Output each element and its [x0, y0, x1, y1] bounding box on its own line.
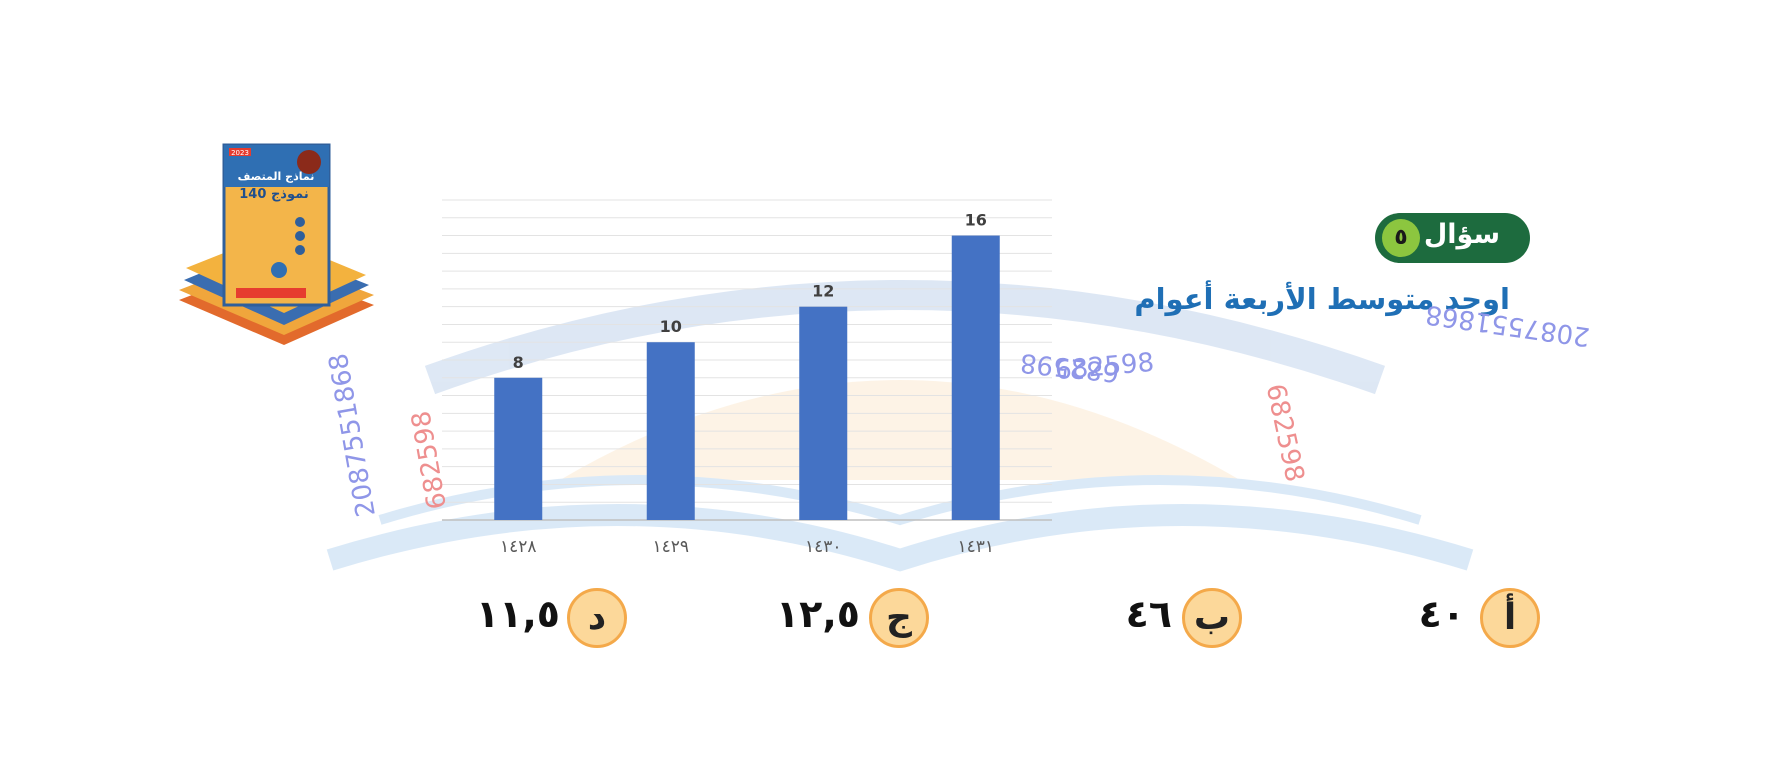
bar-1: [646, 342, 695, 520]
option-c-letter: ج: [869, 588, 929, 648]
x-tick-labels: ١٤٢٨ ١٤٢٩ ١٤٣٠ ١٤٣١: [500, 537, 994, 557]
option-a-value: ٤٠: [1418, 592, 1465, 636]
x-tick-label-2: ١٤٣٠: [805, 537, 842, 557]
x-tick-label-0: ١٤٢٨: [500, 537, 537, 557]
option-d[interactable]: د ١١,٥: [420, 588, 670, 656]
bar-2: [799, 306, 848, 520]
option-c-value: ١٢,٥: [775, 592, 860, 636]
data-labels: 8 10 12 16: [513, 211, 987, 372]
gridlines: [442, 199, 1052, 521]
arched-text-shape: [424, 280, 1386, 395]
data-label-0: 8: [513, 353, 524, 372]
x-tick-label-1: ١٤٢٩: [652, 537, 689, 557]
bar-chart: 8 10 12 16 ١٤٢٨ ١٤٢٩ ١٤٣٠ ١٤٣١: [442, 199, 1052, 557]
x-tick-label-3: ١٤٣١: [957, 537, 994, 557]
bar-3: [951, 235, 1000, 521]
option-c[interactable]: ج ١٢,٥: [740, 588, 990, 656]
sun-rays-shape: [560, 380, 1240, 480]
option-b-letter: ب: [1182, 588, 1242, 648]
option-b-value: ٤٦: [1125, 592, 1172, 636]
option-a-letter: أ: [1480, 588, 1540, 648]
question-badge-label: سؤال: [1423, 219, 1500, 250]
data-label-1: 10: [660, 317, 682, 336]
option-a[interactable]: أ ٤٠: [1300, 588, 1550, 656]
bars: [494, 235, 1000, 521]
data-label-3: 16: [965, 211, 987, 230]
book-cover-image: 2023 نماذج المتصف 140 نموذج: [179, 143, 374, 345]
book-title: نماذج المتصف: [238, 170, 315, 184]
book-year: 2023: [231, 149, 249, 157]
option-d-letter: د: [567, 588, 627, 648]
question-badge: سؤال ٥: [1375, 213, 1530, 263]
open-book-shape: [326, 504, 1474, 572]
question-number: ٥: [1382, 219, 1420, 257]
data-label-2: 12: [812, 282, 834, 301]
question-text: اوجد متوسط الأربعة أعوام: [1134, 282, 1510, 316]
book-models-count: 140 نموذج: [239, 187, 308, 202]
option-d-value: ١١,٥: [475, 592, 560, 636]
bar-0: [494, 377, 543, 520]
option-b[interactable]: ب ٤٦: [1040, 588, 1290, 656]
